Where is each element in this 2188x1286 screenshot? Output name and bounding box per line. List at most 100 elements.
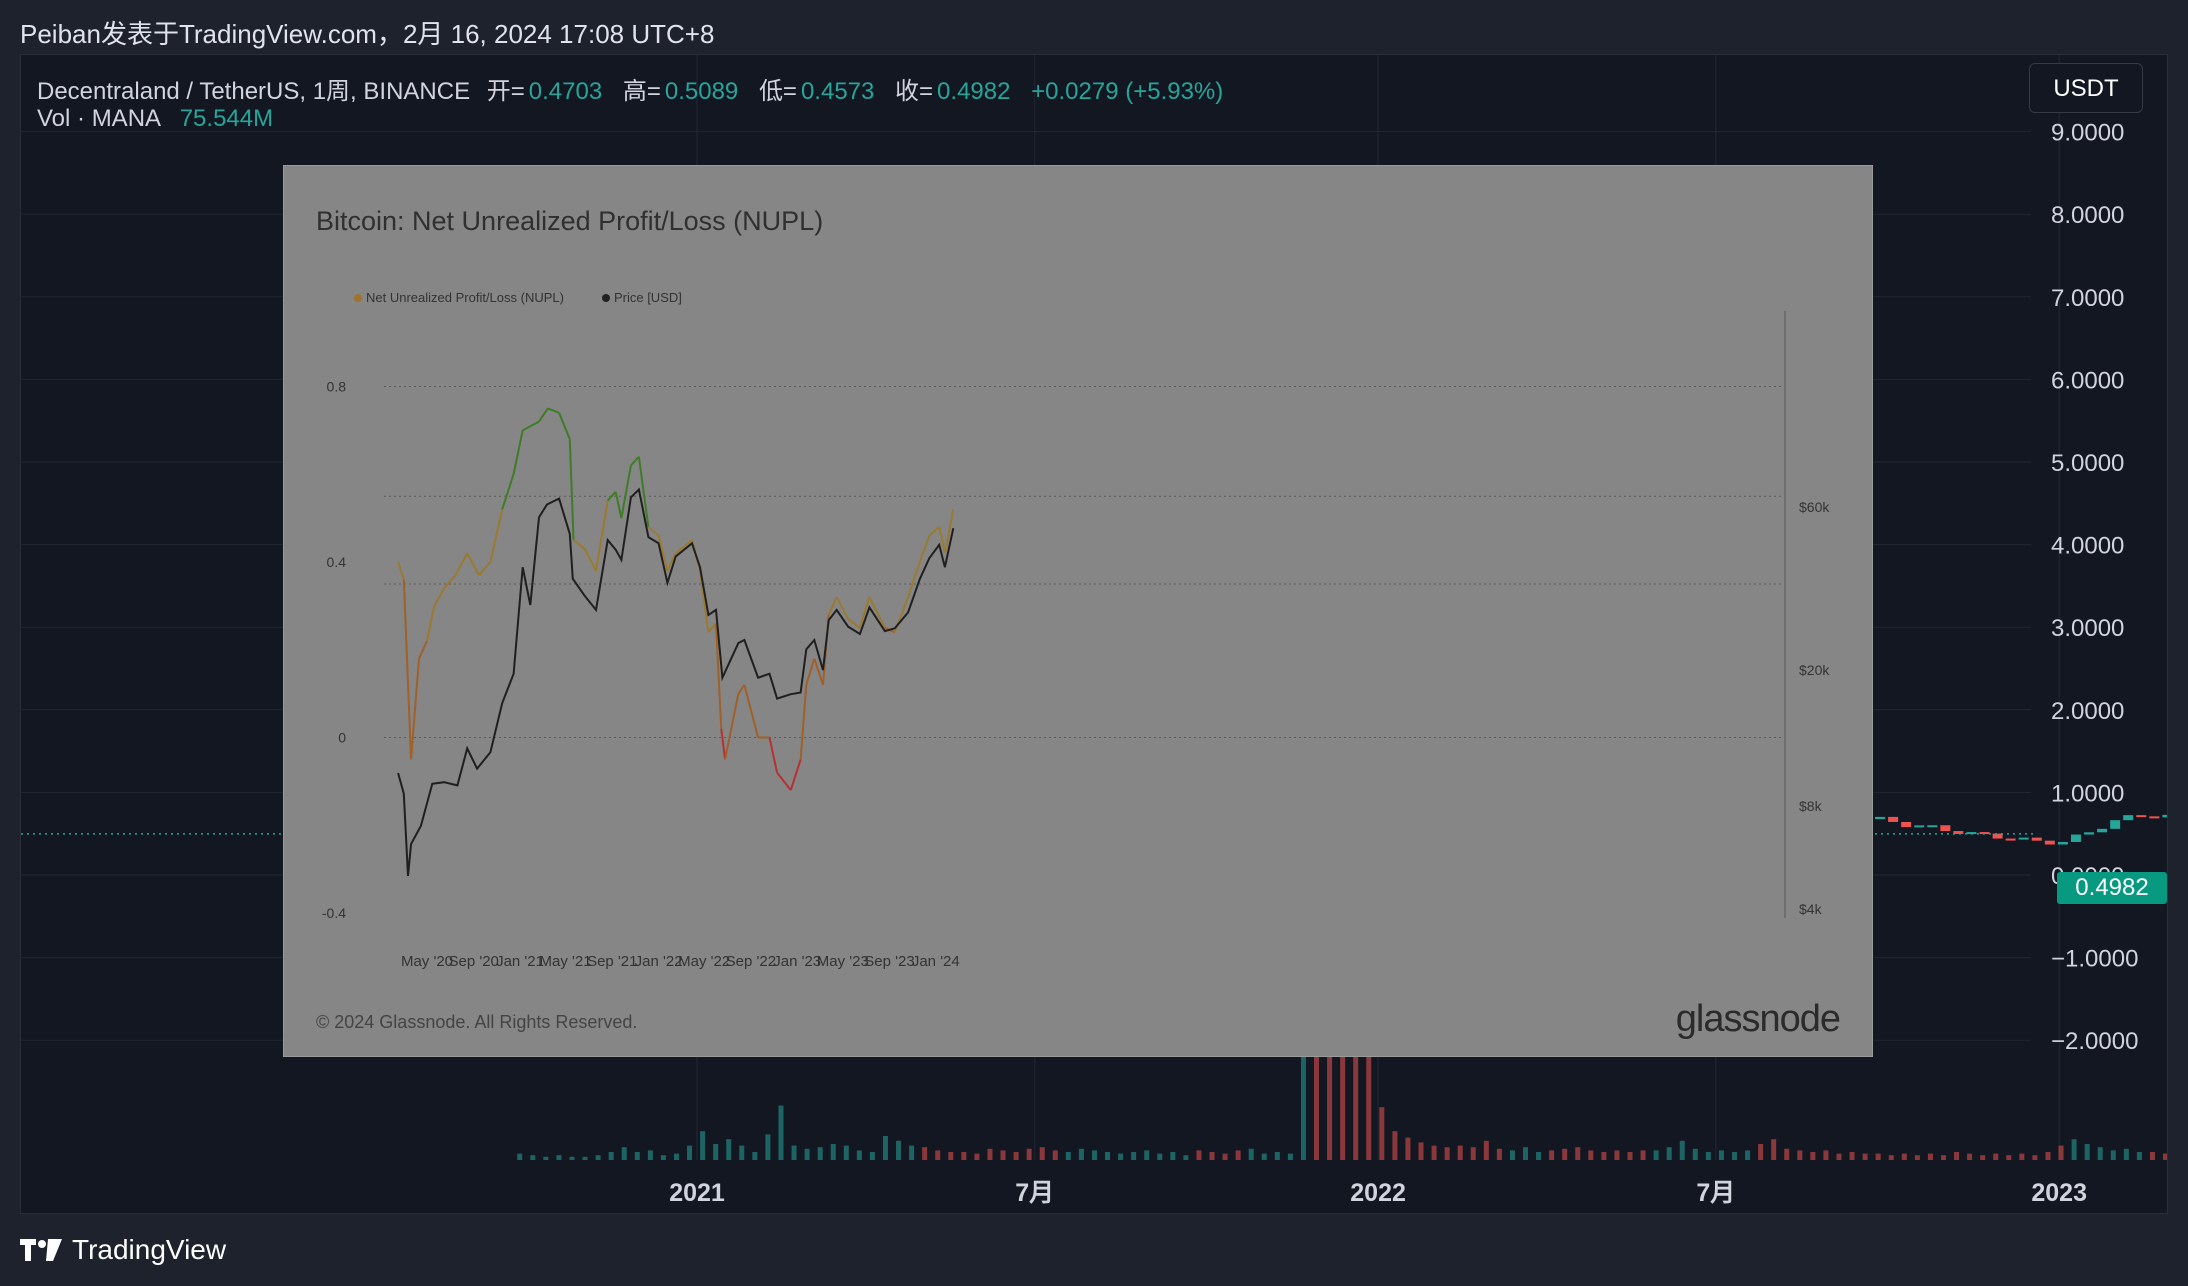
glassnode-logo: glassnode [1675, 998, 1841, 1040]
volume-bar [1314, 1003, 1320, 1160]
nupl-segment [572, 539, 586, 550]
y-tick-label: 2.0000 [2051, 698, 2124, 725]
nupl-segment [699, 570, 710, 633]
candle [2005, 838, 2016, 841]
nupl-segment [478, 561, 492, 576]
volume-bar [1967, 1153, 1973, 1160]
nupl-x-tick: May '22 [678, 953, 730, 970]
high-value: 0.5089 [664, 78, 739, 105]
volume-bar [1745, 1150, 1751, 1160]
candle [2057, 841, 2068, 845]
volume-bar [922, 1147, 928, 1160]
volume-bar [1222, 1153, 1228, 1160]
nupl-segment [858, 596, 871, 629]
nupl-segment [454, 552, 469, 576]
volume-bar [1731, 1152, 1737, 1160]
volume-bar [1718, 1150, 1724, 1160]
nupl-x-tick: May '23 [817, 953, 869, 970]
volume-bar [961, 1152, 967, 1160]
nupl-segment [813, 658, 824, 686]
candle [1914, 825, 1925, 828]
high-label: 高= [622, 78, 661, 105]
currency-button[interactable]: USDT [2029, 63, 2143, 113]
volume-bar [1078, 1148, 1084, 1160]
nupl-segment [675, 539, 693, 555]
price-y-tick: $4k [1799, 901, 1823, 917]
volume-bar [634, 1152, 640, 1160]
nupl-segment [426, 605, 436, 642]
nupl-segment [614, 491, 623, 519]
nupl-line-group [397, 407, 955, 791]
candle [1888, 816, 1899, 822]
volume-bar [830, 1144, 836, 1160]
price-y-tick: $8k [1799, 798, 1823, 814]
nupl-x-tick: Sep '22 [726, 953, 776, 970]
x-tick-label: 2023 [2031, 1179, 2087, 1207]
volume-bar [1562, 1148, 1568, 1160]
volume-bar [2097, 1147, 2103, 1160]
volume-bar [1496, 1148, 1502, 1160]
volume-value: 75.544M [179, 105, 274, 132]
nupl-segment [443, 574, 457, 589]
volume-bar [1666, 1147, 1672, 1160]
nupl-segment [720, 728, 727, 760]
volume-bar [1091, 1150, 1097, 1160]
candle [2162, 814, 2167, 818]
y-tick-label: 4.0000 [2051, 533, 2124, 560]
volume-bar [1849, 1152, 1855, 1160]
volume-bar [1653, 1150, 1659, 1160]
price-line [397, 487, 955, 876]
copyright-text: © 2024 Glassnode. All Rights Reserved. [316, 1012, 638, 1032]
volume-bar [1274, 1152, 1280, 1160]
symbol-legend[interactable]: Decentraland / TetherUS, 1周, BINANCE 开= 0… [37, 71, 1227, 106]
last-price-tag: 0.4982 [2057, 871, 2167, 904]
volume-bar [2149, 1152, 2155, 1160]
candle [1953, 831, 1964, 834]
volume-bar [1353, 1011, 1359, 1160]
nupl-chart-legend: Net Unrealized Profit/Loss (NUPL) Price … [354, 290, 682, 305]
volume-bar [1418, 1142, 1424, 1160]
volume-bar [1823, 1150, 1829, 1160]
x-tick-label: 2022 [1350, 1179, 1406, 1207]
volume-bar [1105, 1152, 1111, 1160]
volume-label: Vol · MANA [37, 105, 162, 132]
symbol-name[interactable]: Decentraland / TetherUS, 1周, BINANCE [37, 78, 471, 105]
y-tick-label: 3.0000 [2051, 615, 2124, 642]
nupl-segment [657, 535, 669, 572]
volume-bar [1771, 1139, 1777, 1160]
nupl-segment [568, 439, 575, 541]
y-tick-label: 5.0000 [2051, 450, 2124, 477]
candle [2136, 815, 2147, 818]
nupl-segment [805, 658, 816, 686]
tradingview-footer[interactable]: TradingView [20, 1234, 226, 1266]
volume-bar [1627, 1152, 1633, 1160]
volume-bar [1261, 1153, 1267, 1160]
volume-bar [517, 1153, 523, 1160]
volume-bar [817, 1147, 823, 1160]
volume-bar [843, 1145, 849, 1160]
volume-bar [700, 1131, 706, 1160]
nupl-x-tick: May '21 [540, 953, 592, 970]
volume-bar [1758, 1144, 1764, 1160]
volume-bar [2019, 1153, 2025, 1160]
volume-bar [1300, 1000, 1306, 1160]
volume-bar [2006, 1155, 2012, 1160]
nupl-segment [868, 596, 886, 629]
volume-bar [791, 1145, 797, 1160]
volume-bar [673, 1153, 679, 1160]
nupl-segment [558, 412, 571, 440]
candle [2110, 820, 2121, 829]
nupl-segment [666, 552, 677, 572]
nupl-segment [433, 587, 445, 607]
chart-frame[interactable]: 9.0000 8.0000 7.0000 6.0000 5.0000 4.0000 3.00… [20, 54, 2168, 1214]
volume-bar [1862, 1153, 1868, 1160]
volume-bar [1392, 1131, 1398, 1160]
volume-bar [1405, 1137, 1411, 1160]
nupl-segment [847, 618, 861, 629]
volume-bar [1052, 1150, 1058, 1160]
legend-price: Price [USD] [601, 290, 682, 305]
candle [1901, 821, 1912, 828]
nupl-segment [743, 684, 760, 738]
nupl-y-tick: 0.4 [327, 554, 347, 570]
volume-legend[interactable]: Vol · MANA 75.544M [37, 105, 277, 133]
